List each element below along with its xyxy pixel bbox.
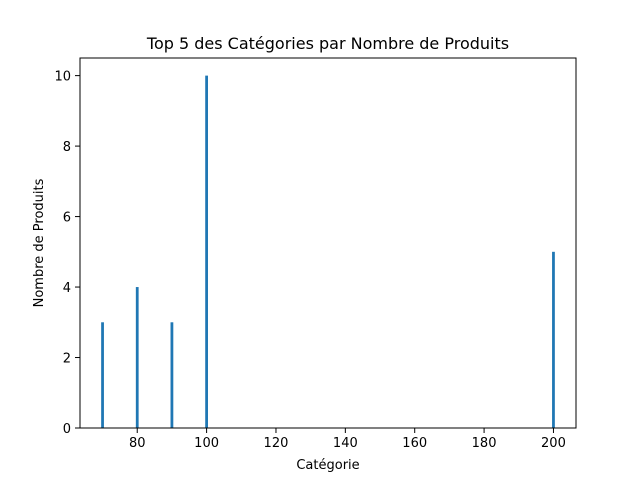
x-axis-label: Catégorie (296, 458, 359, 473)
x-tick-label-140: 140 (333, 436, 358, 451)
x-tick-label-80: 80 (129, 436, 146, 451)
bar-100 (205, 75, 208, 428)
y-tick-label-4: 4 (63, 281, 71, 296)
bar-200 (552, 251, 555, 428)
y-tick-label-0: 0 (63, 422, 71, 437)
y-axis-ticks: 0 2 4 6 8 10 (54, 70, 80, 437)
y-axis-label: Nombre de Produits (32, 178, 47, 307)
y-tick-label-8: 8 (63, 140, 71, 155)
x-tick-label-160: 160 (402, 436, 427, 451)
y-tick-label-2: 2 (63, 352, 71, 367)
bar-70 (101, 322, 104, 428)
x-tick-label-120: 120 (264, 436, 289, 451)
x-tick-label-200: 200 (541, 436, 566, 451)
chart-title: Top 5 des Catégories par Nombre de Produ… (146, 34, 509, 53)
bars-group (101, 75, 555, 428)
x-tick-label-100: 100 (194, 436, 219, 451)
plot-frame (79, 57, 577, 429)
x-axis-ticks: 80 100 120 140 160 180 200 (129, 428, 566, 451)
y-tick-label-10: 10 (54, 70, 71, 85)
bar-80 (135, 287, 139, 428)
y-tick-label-6: 6 (63, 211, 71, 226)
x-tick-label-180: 180 (472, 436, 497, 451)
bar-90 (170, 322, 174, 428)
